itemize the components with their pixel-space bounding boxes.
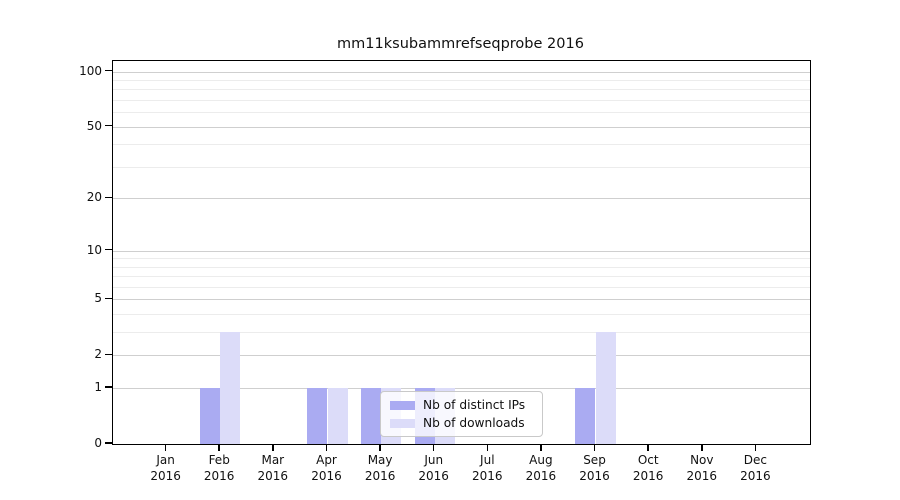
y-tick-mark — [105, 196, 112, 199]
major-gridline — [113, 388, 810, 390]
x-tick-label-jul: Jul 2016 — [472, 453, 503, 483]
y-tick-mark — [105, 297, 112, 300]
major-gridline — [113, 71, 810, 73]
x-tick-mark — [593, 444, 596, 452]
bar-distinct-ips-feb — [200, 388, 221, 444]
minor-gridline — [113, 266, 810, 268]
legend-label-distinct-ips: Nb of distinct IPs — [423, 398, 526, 412]
y-tick-mark — [105, 442, 112, 444]
major-gridline — [113, 126, 810, 128]
major-gridline — [113, 299, 810, 301]
minor-gridline — [113, 332, 810, 334]
x-tick-label-jan: Jan 2016 — [150, 453, 181, 483]
x-tick-mark — [701, 444, 703, 452]
plot-area — [112, 60, 811, 445]
legend-item-distinct-ips: Nb of distinct IPs — [390, 398, 533, 412]
x-tick-mark — [218, 444, 220, 452]
chart-title: mm11ksubammrefseqprobe 2016 — [337, 36, 584, 52]
x-tick-label-feb: Feb 2016 — [203, 453, 235, 483]
x-tick-label-apr: Apr 2016 — [311, 453, 342, 483]
y-tick-mark — [105, 248, 112, 251]
minor-gridline — [113, 258, 810, 260]
minor-gridline — [113, 112, 810, 114]
y-tick-mark — [105, 124, 112, 127]
bar-downloads-apr — [327, 388, 348, 444]
y-tick-label: 1 — [94, 380, 102, 395]
x-tick-mark — [325, 444, 328, 452]
x-tick-label-aug: Aug 2016 — [525, 453, 557, 483]
bar-downloads-sep — [595, 332, 616, 444]
x-tick-mark — [540, 444, 542, 452]
major-gridline — [113, 198, 810, 200]
bar-downloads-feb — [220, 332, 241, 444]
minor-gridline — [113, 89, 810, 91]
x-tick-mark — [432, 444, 435, 452]
y-tick-mark — [105, 386, 112, 388]
x-tick-label-may: May 2016 — [364, 453, 396, 483]
x-tick-label-nov: Nov 2016 — [686, 453, 718, 483]
legend-label-downloads: Nb of downloads — [423, 416, 525, 430]
minor-gridline — [113, 287, 810, 288]
x-tick-mark — [647, 444, 649, 452]
x-tick-label-dec: Dec 2016 — [740, 453, 771, 483]
x-tick-label-oct: Oct 2016 — [632, 453, 664, 483]
legend-swatch-downloads — [390, 418, 415, 428]
y-tick-label: 100 — [79, 63, 102, 78]
y-tick-label: 0 — [94, 436, 102, 450]
y-tick-label: 2 — [94, 347, 102, 362]
major-gridline — [113, 355, 810, 357]
x-tick-label-sep: Sep 2016 — [579, 453, 610, 483]
bar-distinct-ips-apr — [307, 388, 328, 444]
x-tick-mark — [272, 444, 274, 452]
y-tick-label: 20 — [86, 190, 102, 205]
y-tick-label: 50 — [86, 118, 102, 133]
minor-gridline — [113, 276, 810, 278]
x-tick-mark — [486, 444, 489, 452]
x-tick-mark — [379, 444, 381, 452]
major-gridline — [113, 250, 810, 252]
x-tick-mark — [754, 444, 757, 452]
minor-gridline — [113, 100, 810, 101]
x-tick-label-mar: Mar 2016 — [257, 453, 289, 483]
legend: Nb of distinct IPs Nb of downloads — [380, 391, 543, 437]
y-tick-label: 5 — [94, 291, 102, 306]
minor-gridline — [113, 80, 810, 81]
y-tick-mark — [105, 69, 112, 72]
y-tick-mark — [105, 353, 112, 356]
bar-distinct-ips-may — [361, 388, 382, 444]
x-tick-mark — [164, 444, 167, 452]
y-tick-label: 10 — [86, 242, 102, 257]
minor-gridline — [113, 144, 810, 146]
bar-distinct-ips-sep — [575, 388, 596, 444]
legend-swatch-distinct-ips — [390, 400, 415, 410]
x-tick-label-jun: Jun 2016 — [418, 453, 449, 483]
legend-item-downloads: Nb of downloads — [390, 416, 533, 430]
minor-gridline — [113, 166, 810, 168]
minor-gridline — [113, 314, 810, 316]
